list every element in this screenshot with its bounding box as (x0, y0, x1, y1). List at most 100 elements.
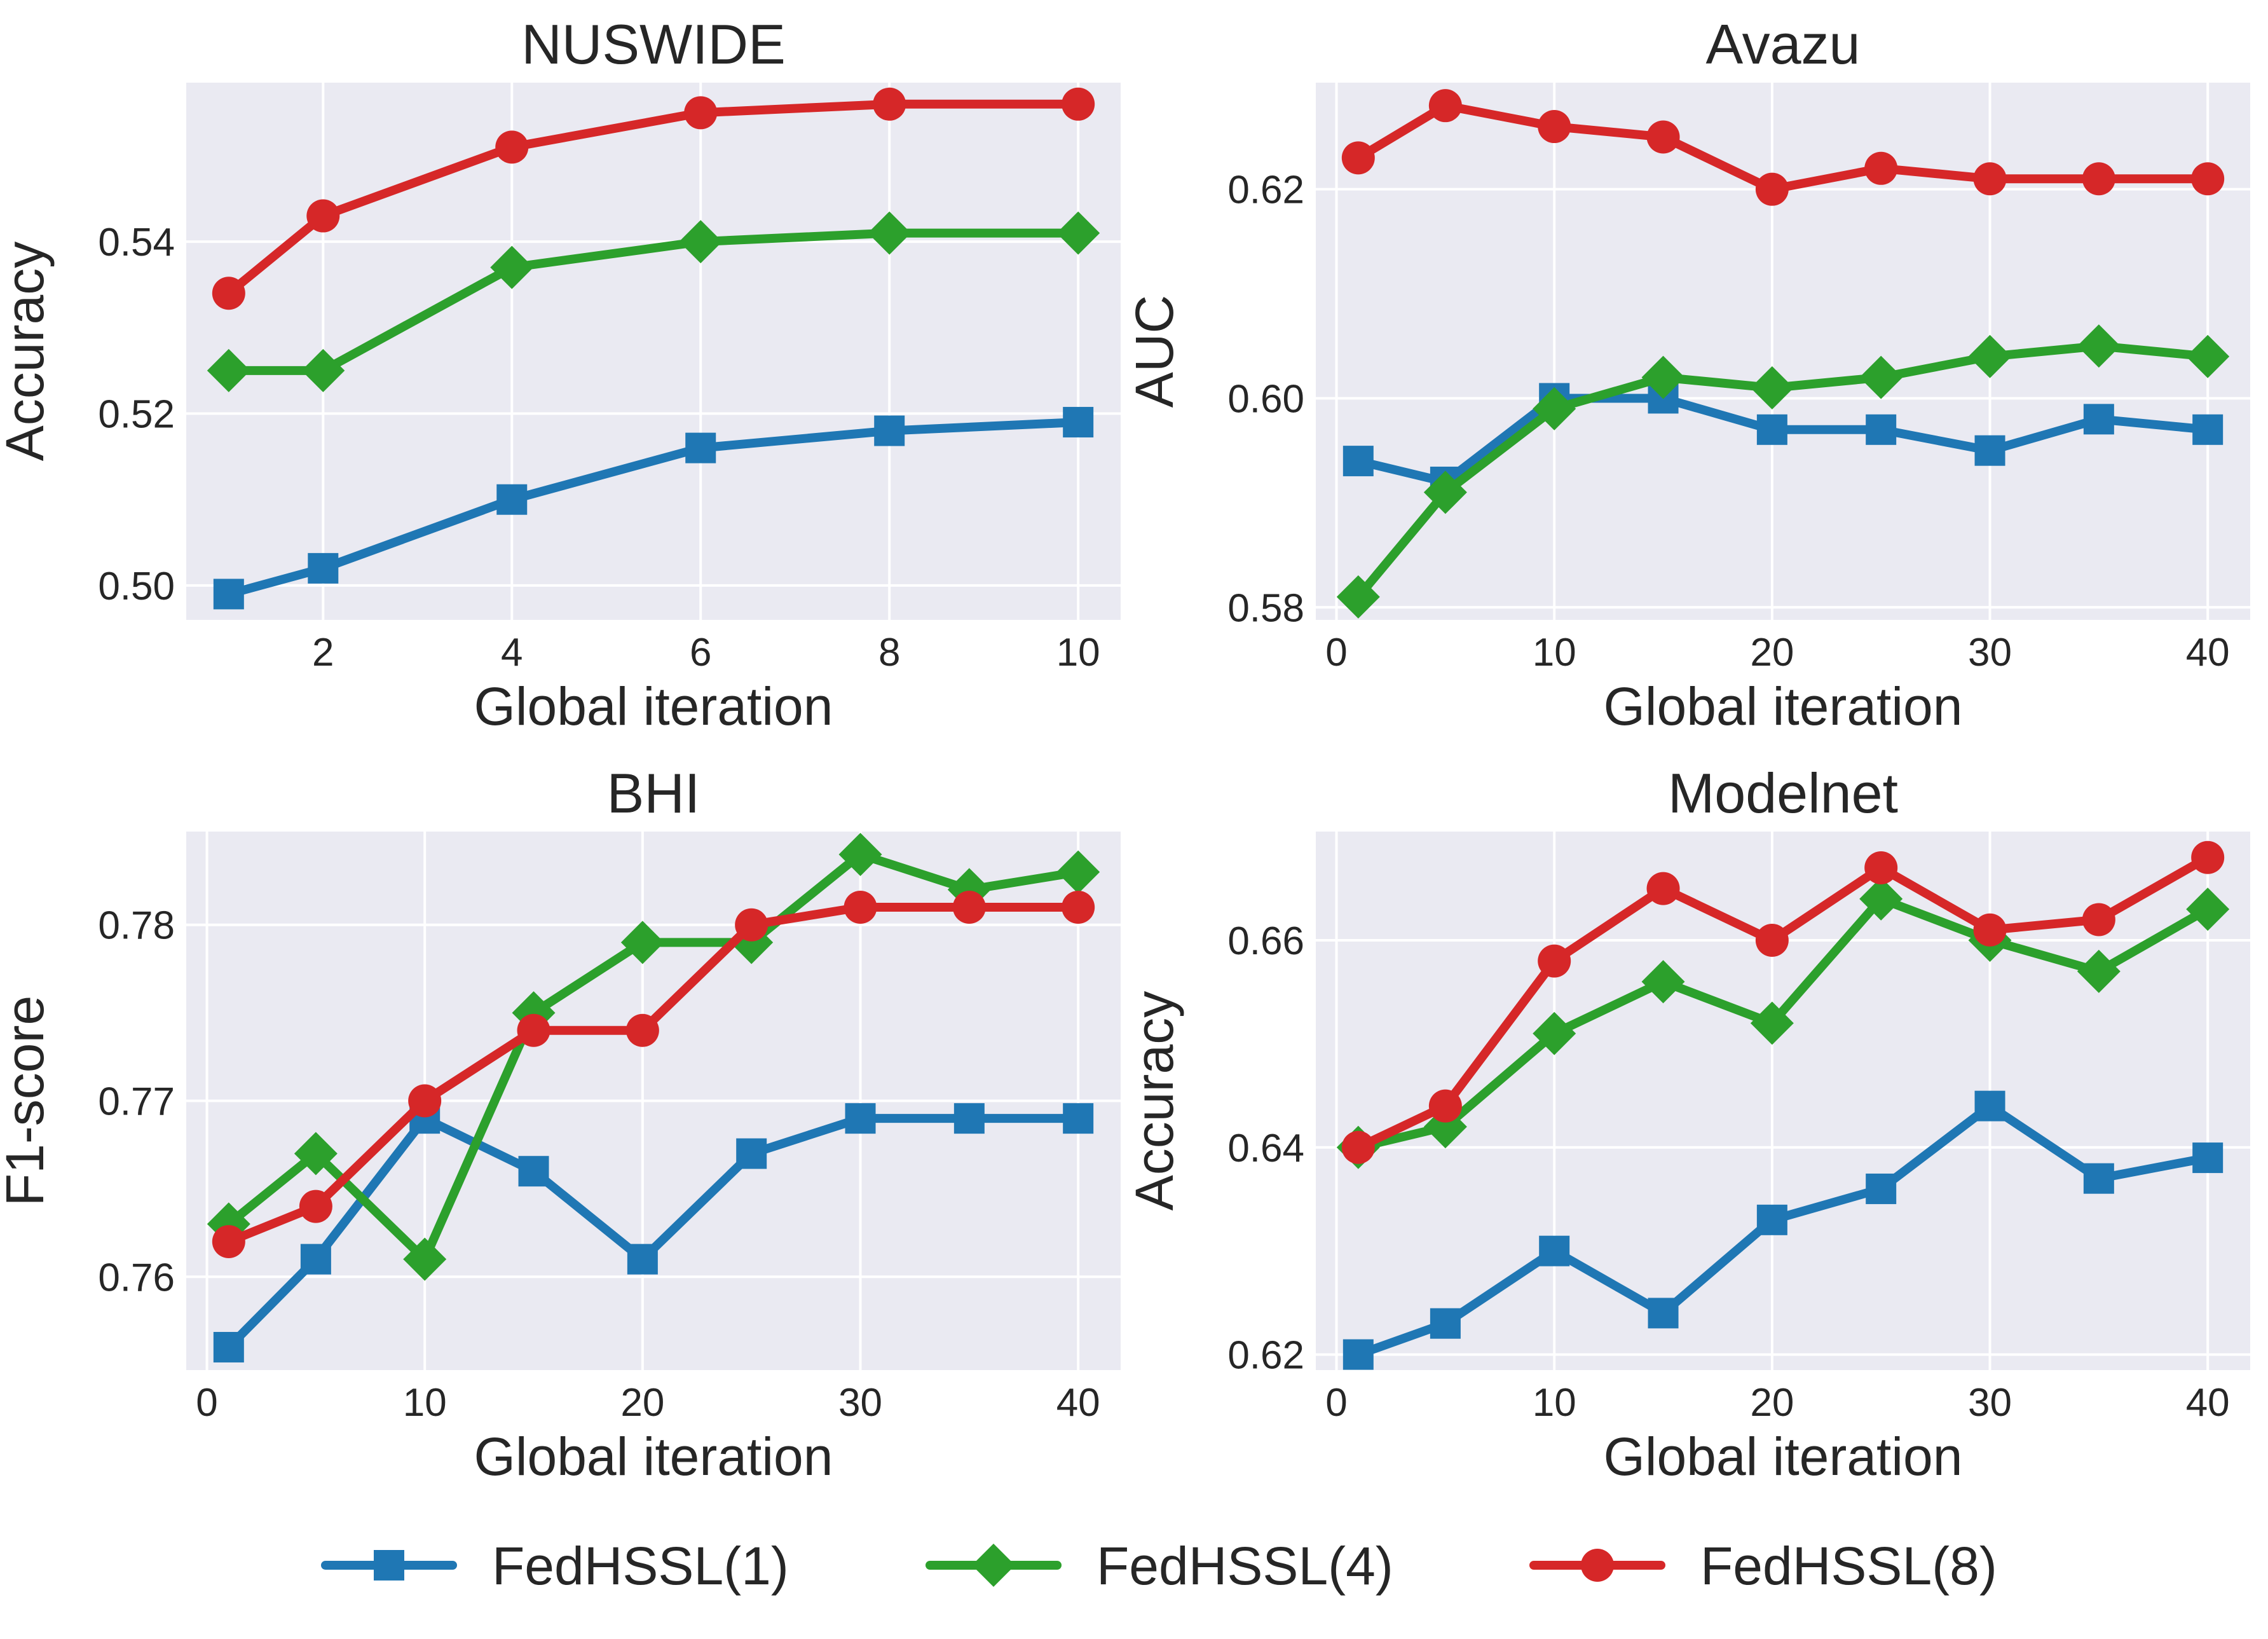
plot-area (186, 83, 1121, 620)
x-tick-label: 30 (1968, 631, 2012, 675)
x-tick-label: 40 (2186, 1381, 2230, 1425)
data-point (1056, 850, 1100, 894)
series-fedhssl-8 (212, 891, 1095, 1258)
data-point (517, 1013, 550, 1047)
data-point (1973, 913, 2007, 947)
y-tick-label: 0.54 (98, 221, 175, 264)
y-axis-label: Accuracy (1124, 991, 1184, 1210)
data-point (207, 348, 250, 392)
data-point (518, 1156, 549, 1187)
data-point (1755, 172, 1789, 206)
data-point (1859, 877, 1903, 921)
data-point (2191, 162, 2225, 196)
legend-label: FedHSSL(1) (492, 1536, 789, 1596)
data-point (736, 1138, 767, 1169)
data-point (1864, 851, 1898, 885)
chart-title: BHI (607, 762, 700, 825)
data-point (1750, 366, 1794, 410)
chart-panels: 2 4 6 8 10 0.50 0.52 0.54 NUSWIDE Global iteratio… (0, 13, 2250, 1486)
y-axis-label: F1-score (0, 996, 55, 1206)
chart-title: NUSWIDE (521, 13, 786, 76)
x-tick-label: 8 (878, 631, 900, 675)
data-point (403, 1237, 447, 1281)
data-point (838, 832, 882, 876)
data-point (294, 1132, 338, 1176)
data-point (1974, 435, 2005, 466)
series-fedhssl-1 (213, 1103, 1094, 1363)
legend-entry-fedhssl-8: FedHSSL(8) (1529, 1536, 1997, 1596)
data-point (1755, 924, 1789, 957)
series-fedhssl-8 (212, 87, 1095, 310)
data-point (1968, 334, 2012, 378)
legend-marker (972, 1544, 1015, 1587)
y-tick-label: 0.77 (98, 1080, 175, 1124)
x-tick-label: 30 (838, 1381, 882, 1425)
y-tick-label: 0.62 (1227, 168, 1304, 212)
x-tick-label: 2 (312, 631, 334, 675)
x-tick-label: 40 (2186, 631, 2230, 675)
x-tick-label: 0 (1325, 631, 1347, 675)
data-point (1062, 87, 1095, 121)
data-point (1428, 89, 1462, 123)
chart-avazu: 0 10 20 30 40 0.58 0.60 0.62 Avazu Global iterati… (1124, 13, 2250, 736)
data-point (308, 552, 339, 584)
grid-lines (186, 832, 1121, 1370)
data-point (625, 1013, 659, 1047)
x-tick-label: 0 (196, 1381, 217, 1425)
data-point (213, 1332, 244, 1363)
data-point (212, 1224, 245, 1258)
data-point (408, 1084, 442, 1118)
y-axis-label: AUC (1124, 295, 1184, 408)
x-tick-label: 10 (1533, 1381, 1576, 1425)
x-tick-label: 40 (1056, 1381, 1100, 1425)
data-point (1641, 355, 1685, 399)
data-point (620, 921, 664, 964)
data-point (1063, 407, 1094, 438)
series-fedhssl-8 (1341, 89, 2225, 206)
x-tick-label: 10 (1533, 631, 1576, 675)
data-point (2077, 949, 2121, 993)
x-tick-label: 30 (1968, 1381, 2012, 1425)
data-point (1538, 944, 1571, 978)
data-point (306, 199, 340, 233)
data-point (1750, 1001, 1794, 1045)
x-axis-label: Global iteration (1604, 676, 1963, 736)
data-point (1538, 110, 1571, 144)
data-point (2083, 404, 2114, 435)
data-point (1342, 446, 1374, 477)
legend-label: FedHSSL(4) (1096, 1536, 1393, 1596)
data-point (953, 1103, 985, 1134)
data-point (1430, 1308, 1461, 1339)
legend-entry-fedhssl-1: FedHSSL(1) (321, 1536, 789, 1596)
data-point (2186, 334, 2230, 378)
x-tick-label: 4 (501, 631, 523, 675)
data-point (1866, 1173, 1897, 1204)
x-tick-label: 6 (690, 631, 711, 675)
data-point (2077, 324, 2121, 368)
legend-label: FedHSSL(8) (1700, 1536, 1997, 1596)
legend-entry-fedhssl-4: FedHSSL(4) (926, 1536, 1393, 1596)
data-point (1646, 120, 1680, 154)
data-point (1756, 1204, 1787, 1235)
x-axis-label: Global iteration (474, 1427, 833, 1486)
x-tick-label: 20 (1750, 631, 1794, 675)
data-point (1533, 1012, 1576, 1055)
data-point (1641, 960, 1685, 1004)
data-point (735, 908, 769, 942)
data-point (874, 415, 905, 446)
data-point (1342, 1339, 1374, 1370)
data-point (1063, 1103, 1094, 1134)
data-point (873, 87, 906, 121)
data-point (299, 1190, 332, 1223)
series-fedhssl-8 (1341, 840, 2225, 1164)
data-point (495, 130, 529, 164)
data-point (301, 348, 345, 392)
legend: FedHSSL(1) FedHSSL(4) FedHSSL(8) (321, 1536, 1997, 1596)
data-point (1859, 355, 1903, 399)
data-point (1646, 872, 1680, 905)
data-point (213, 579, 244, 610)
y-axis-label: Accuracy (0, 242, 55, 461)
series-line (224, 99, 1083, 298)
y-tick-label: 0.58 (1227, 586, 1304, 630)
